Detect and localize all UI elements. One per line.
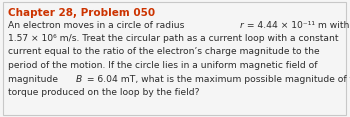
Text: period of the motion. If the circle lies in a uniform magnetic field of: period of the motion. If the circle lies… — [8, 61, 317, 70]
Text: current equal to the ratio of the electron’s charge magnitude to the: current equal to the ratio of the electr… — [8, 48, 320, 57]
Text: = 6.04 mT, what is the maximum possible magnitude of the: = 6.04 mT, what is the maximum possible … — [84, 75, 350, 84]
Text: An electron moves in a circle of radius: An electron moves in a circle of radius — [8, 20, 187, 29]
Text: = 4.44 × 10⁻¹¹ m with a speed: = 4.44 × 10⁻¹¹ m with a speed — [244, 20, 350, 29]
Text: B: B — [76, 75, 83, 84]
Text: 1.57 × 10⁶ m/s. Treat the circular path as a current loop with a constant: 1.57 × 10⁶ m/s. Treat the circular path … — [8, 34, 338, 43]
FancyBboxPatch shape — [3, 2, 346, 115]
Text: magnitude: magnitude — [8, 75, 61, 84]
Text: torque produced on the loop by the field?: torque produced on the loop by the field… — [8, 88, 200, 97]
Text: r: r — [239, 20, 243, 29]
Text: Chapter 28, Problem 050: Chapter 28, Problem 050 — [8, 8, 155, 18]
